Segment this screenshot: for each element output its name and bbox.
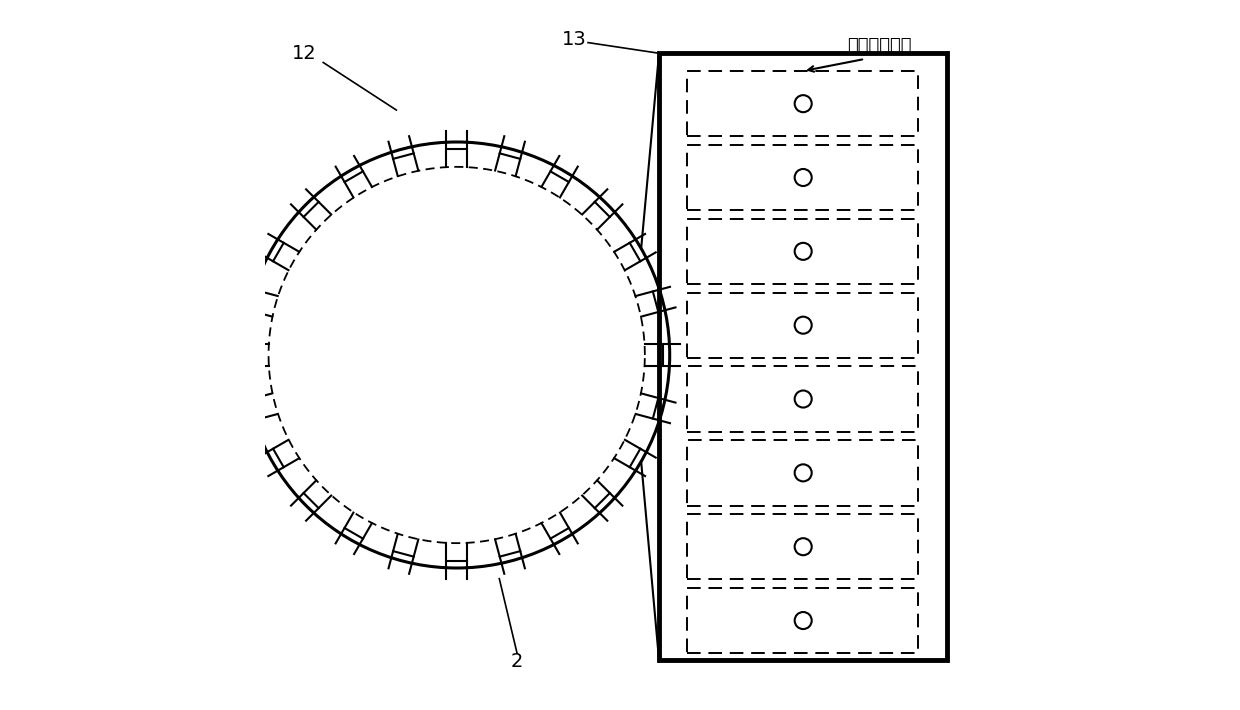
- Bar: [687, 366, 918, 432]
- Bar: [687, 71, 918, 136]
- Text: 屏蔽电缆通孔: 屏蔽电缆通孔: [847, 37, 911, 55]
- Bar: [687, 293, 918, 358]
- Bar: [687, 514, 918, 579]
- Bar: [687, 219, 918, 284]
- Text: 12: 12: [291, 44, 316, 62]
- Bar: [687, 588, 918, 653]
- Text: 13: 13: [562, 30, 587, 48]
- Bar: [687, 440, 918, 506]
- Text: 2: 2: [511, 652, 523, 671]
- Bar: [658, 53, 946, 660]
- Bar: [687, 145, 918, 210]
